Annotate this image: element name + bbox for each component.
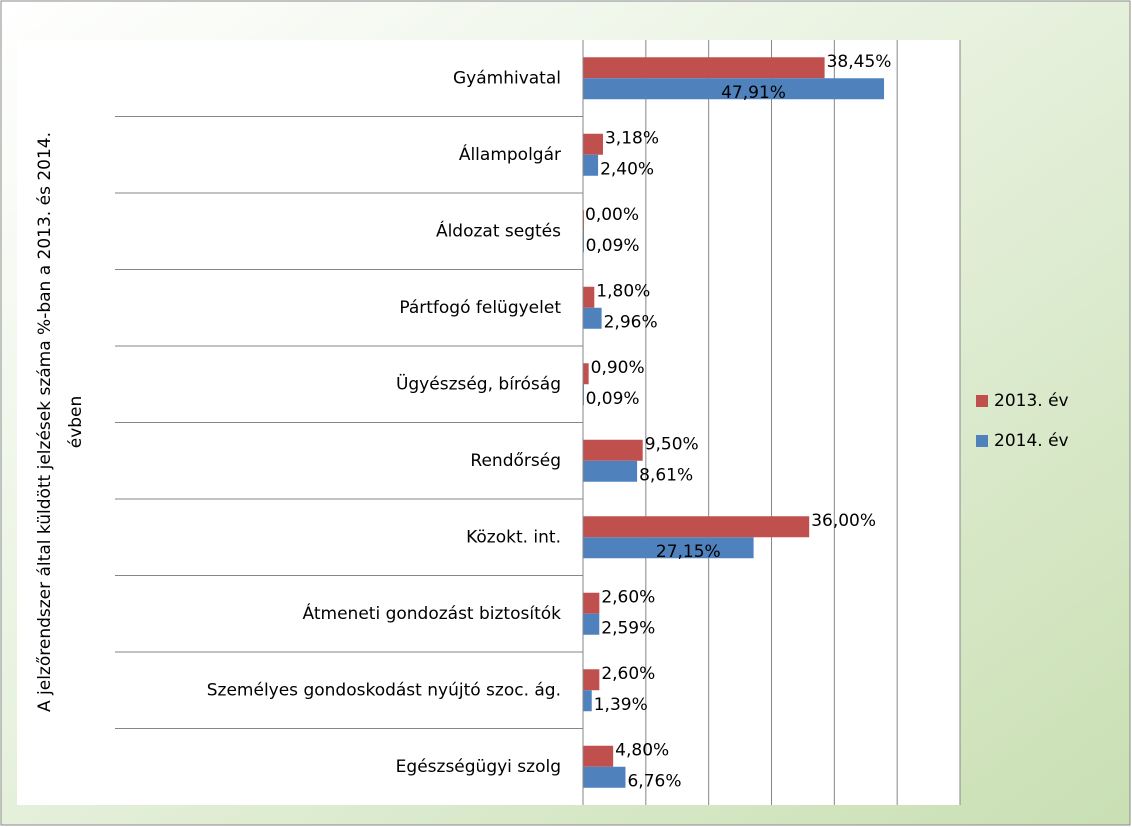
y-axis-label: A jelzőrendszer által küldött jelzések s…: [35, 132, 55, 712]
data-label: 3,18%: [605, 128, 659, 148]
y-tick-label: Áldozat segtés: [436, 219, 561, 241]
data-label: 2,60%: [601, 664, 655, 684]
data-label: 27,15%: [656, 542, 721, 562]
bar: [583, 460, 638, 482]
y-tick-label: Személyes gondoskodást nyújtó szoc. ág.: [207, 680, 561, 700]
bar: [583, 592, 600, 614]
legend-label: 2014. év: [994, 431, 1069, 451]
y-tick-label: Közokt. int.: [466, 527, 561, 547]
data-label: 0,00%: [585, 205, 639, 225]
bar: [583, 78, 885, 100]
bar: [583, 57, 825, 79]
data-label: 2,60%: [601, 587, 655, 607]
bar: [583, 516, 810, 538]
data-label: 36,00%: [811, 511, 876, 531]
y-tick-label: Állampolgár: [459, 143, 561, 165]
data-label: 1,39%: [594, 695, 648, 715]
legend-label: 2013. év: [994, 391, 1069, 411]
data-label: 0,09%: [586, 389, 640, 409]
data-label: 4,80%: [615, 740, 669, 760]
y-tick-label: Egészségügyi szolg: [396, 757, 561, 777]
data-label: 9,50%: [645, 434, 699, 454]
y-tick-label: Átmeneti gondozást biztosítók: [303, 602, 562, 624]
bar: [583, 133, 603, 155]
y-tick-label: Ügyészség, bíróság: [396, 372, 561, 394]
data-label: 2,96%: [604, 312, 658, 332]
bar: [583, 286, 595, 308]
data-label: 0,09%: [586, 236, 640, 256]
data-label: 0,90%: [591, 358, 645, 378]
legend-swatch: [976, 395, 988, 407]
data-label: 6,76%: [627, 771, 681, 791]
data-label: 2,40%: [600, 159, 654, 179]
bar: [583, 439, 643, 461]
data-label: 8,61%: [639, 465, 693, 485]
bar: [583, 537, 754, 559]
data-label: 1,80%: [596, 281, 650, 301]
y-tick-label: Gyámhivatal: [453, 68, 561, 88]
bar: [583, 669, 600, 691]
bar: [583, 690, 592, 712]
bar: [583, 613, 600, 635]
y-axis-label: évben: [66, 396, 86, 449]
y-tick-label: Rendőrség: [470, 451, 561, 471]
bar: [583, 766, 626, 788]
y-tick-label: Pártfogó felügyelet: [399, 298, 561, 318]
legend-swatch: [976, 435, 988, 447]
data-label: 2,59%: [601, 618, 655, 638]
data-label: 47,91%: [721, 83, 786, 103]
bar: [583, 154, 599, 176]
bar: [583, 307, 602, 329]
bar: [583, 363, 589, 385]
data-label: 38,45%: [827, 52, 892, 72]
bar: [583, 745, 614, 767]
